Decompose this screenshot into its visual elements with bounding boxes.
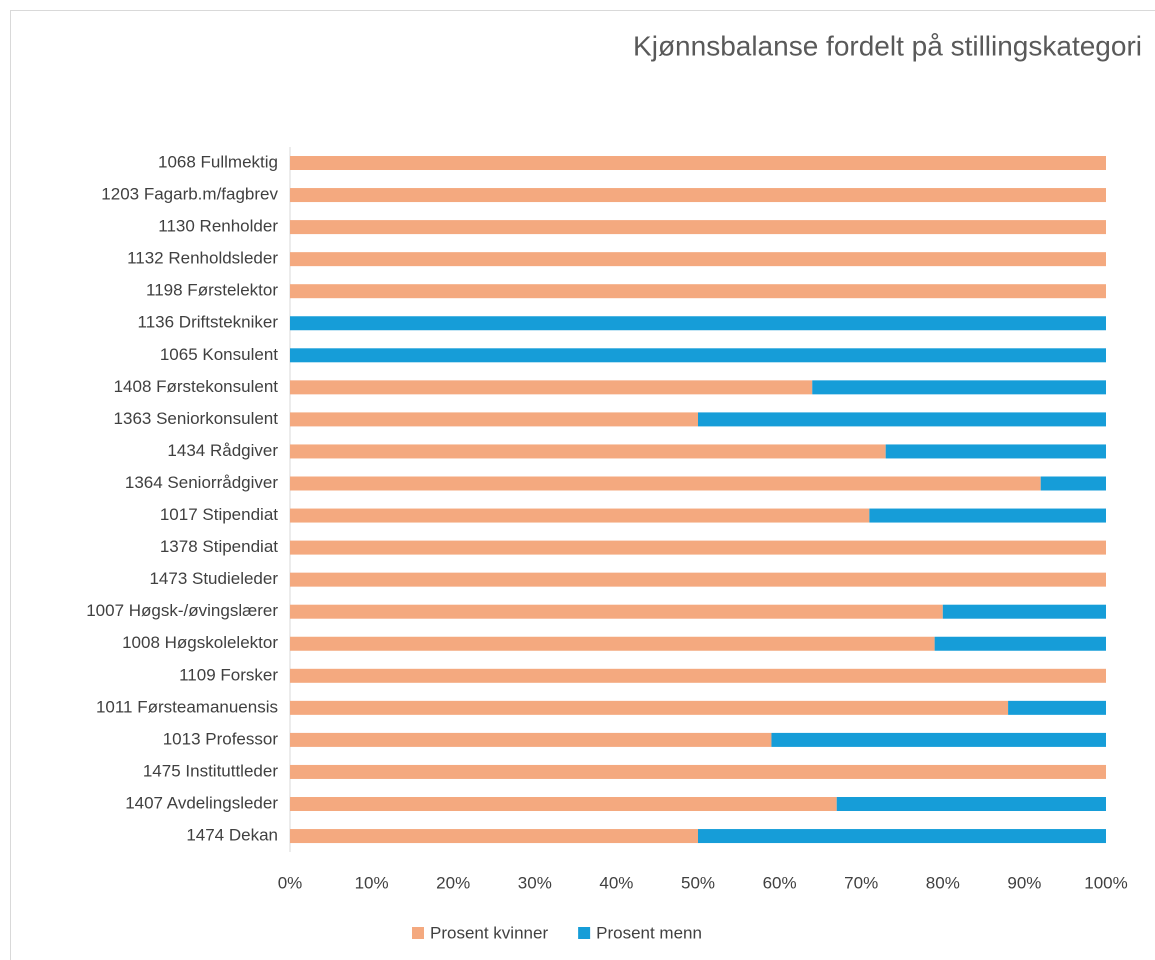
y-tick-label: 1065 Konsulent: [160, 345, 278, 364]
bar-segment: [1008, 700, 1106, 715]
bar-segment: [290, 284, 1106, 299]
y-tick-label: 1132 Renholdsleder: [127, 249, 278, 268]
bar-segment: [290, 476, 1041, 491]
bar-segment: [290, 829, 698, 844]
y-tick-label: 1007 Høgsk-/øvingslærer: [86, 601, 278, 620]
bar-segment: [942, 604, 1106, 619]
y-tick-label: 1378 Stipendiat: [160, 537, 278, 556]
bar-segment: [698, 829, 1106, 844]
bar-segment: [290, 668, 1106, 683]
bar-segment: [290, 316, 1106, 331]
y-tick-label: 1130 Renholder: [158, 217, 278, 236]
chart-title: Kjønnsbalanse fordelt på stillingskatego…: [633, 30, 1142, 61]
bar-segment: [290, 188, 1106, 203]
bar-segment: [869, 508, 1106, 523]
y-tick-label: 1407 Avdelingsleder: [125, 793, 278, 812]
bar-segment: [290, 220, 1106, 235]
x-tick-label: 60%: [763, 873, 797, 892]
x-tick-label: 80%: [926, 873, 960, 892]
bar-segment: [290, 797, 837, 811]
bar-segment: [290, 572, 1106, 587]
bar-segment: [885, 444, 1106, 459]
bar-segment: [290, 732, 772, 747]
y-tick-label: 1363 Seniorkonsulent: [114, 409, 279, 428]
y-tick-label: 1203 Fagarb.m/fagbrev: [101, 185, 278, 204]
bar-segment: [290, 604, 943, 619]
bar-segment: [290, 700, 1009, 715]
x-tick-label: 90%: [1007, 873, 1041, 892]
x-tick-label: 70%: [844, 873, 878, 892]
bar-segment: [290, 764, 1106, 779]
bar-segment: [836, 797, 1106, 811]
x-tick-label: 20%: [436, 873, 470, 892]
bar-segment: [290, 636, 935, 651]
bar-segment: [290, 156, 1106, 170]
bar-segment: [290, 380, 813, 395]
y-tick-label: 1136 Driftstekniker: [138, 313, 279, 332]
y-tick-label: 1408 Førstekonsulent: [114, 377, 279, 396]
y-tick-label: 1364 Seniorrådgiver: [125, 473, 278, 492]
bar-segment: [698, 412, 1106, 427]
bar-segment: [812, 380, 1106, 395]
x-tick-label: 0%: [278, 873, 303, 892]
y-tick-label: 1198 Førstelektor: [146, 281, 278, 300]
x-tick-label: 50%: [681, 873, 715, 892]
y-tick-label: 1434 Rådgiver: [167, 441, 278, 460]
y-tick-label: 1474 Dekan: [186, 826, 278, 845]
bar-segment: [771, 732, 1106, 747]
bar-segment: [290, 508, 870, 523]
bar-segment: [1040, 476, 1106, 491]
y-tick-label: 1473 Studieleder: [149, 569, 278, 588]
bar-segment: [290, 444, 886, 459]
bar-segment: [934, 636, 1106, 651]
x-tick-label: 10%: [355, 873, 389, 892]
x-tick-label: 30%: [518, 873, 552, 892]
bar-segment: [290, 348, 1106, 363]
y-tick-label: 1013 Professor: [163, 729, 279, 748]
y-tick-label: 1068 Fullmektig: [158, 152, 278, 171]
legend-label: Prosent menn: [596, 923, 702, 942]
legend-label: Prosent kvinner: [430, 923, 548, 942]
bar-segment: [290, 540, 1106, 555]
y-tick-label: 1109 Forsker: [179, 665, 278, 684]
y-tick-label: 1011 Førsteamanuensis: [96, 697, 278, 716]
y-tick-label: 1008 Høgskolelektor: [122, 633, 278, 652]
y-tick-label: 1475 Instituttleder: [143, 761, 278, 780]
x-tick-label: 100%: [1084, 873, 1127, 892]
legend-swatch: [412, 927, 424, 939]
bar-segment: [290, 412, 698, 427]
x-tick-label: 40%: [599, 873, 633, 892]
y-tick-label: 1017 Stipendiat: [160, 505, 278, 524]
bar-segment: [290, 252, 1106, 267]
legend-swatch: [578, 927, 591, 939]
chart-border: [10, 10, 1155, 960]
